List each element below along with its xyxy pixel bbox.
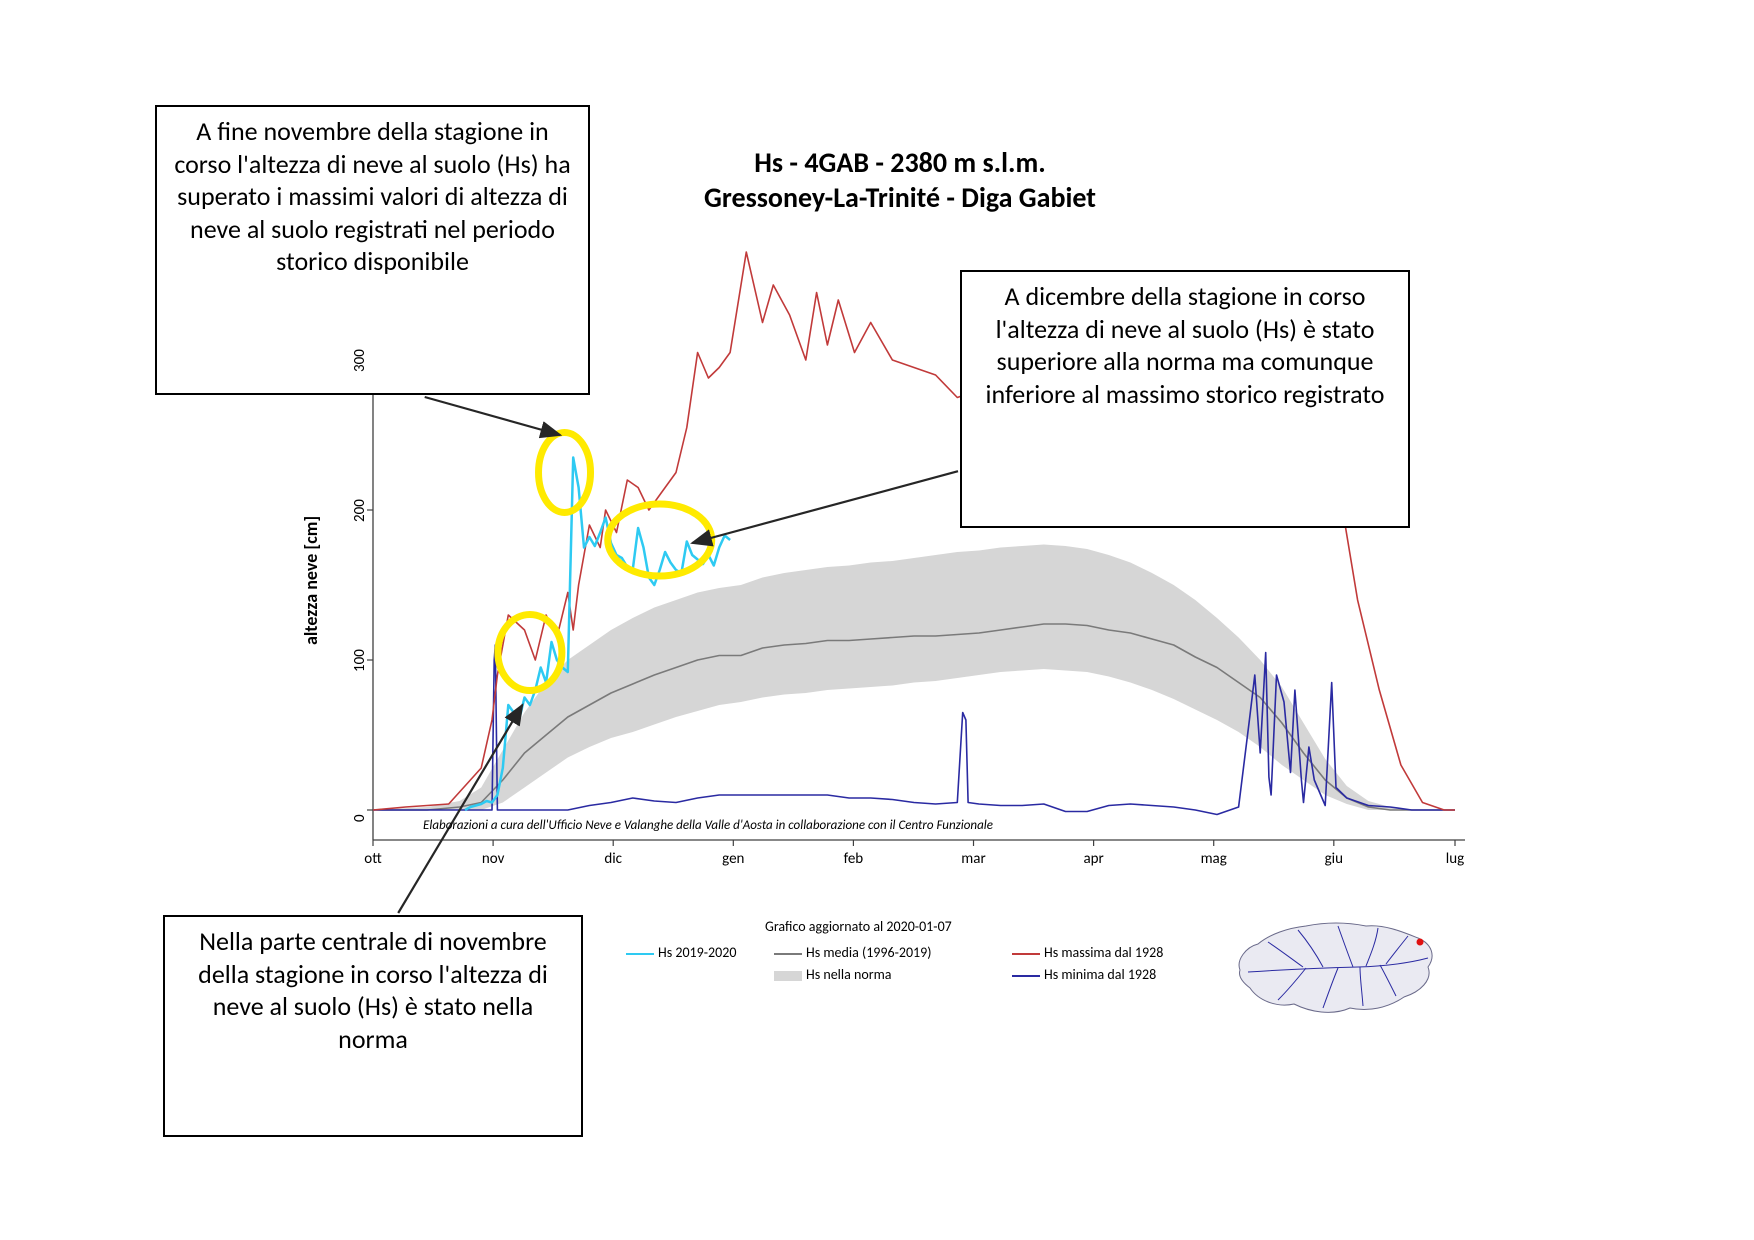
legend-swatch (1012, 975, 1040, 977)
x-tick-label: ott (353, 850, 393, 868)
x-tick-label: mag (1194, 850, 1234, 868)
inset-map (1228, 912, 1438, 1022)
callout-arrow (692, 471, 958, 543)
legend-swatch (626, 953, 654, 955)
x-tick-label: giu (1314, 850, 1354, 868)
callout-top-left: A fine novembre della stagione in corso … (155, 105, 590, 395)
legend-item: Hs massima dal 1928 (1012, 944, 1163, 961)
x-tick-label: gen (713, 850, 753, 868)
callout-bottom: Nella parte centrale di novembre della s… (163, 915, 583, 1137)
x-tick-label: apr (1074, 850, 1114, 868)
highlight-ellipse (608, 504, 712, 576)
legend-label: Hs 2019-2020 (658, 944, 736, 961)
chart-credit: Elaborazioni a cura dell'Ufficio Neve e … (423, 818, 993, 833)
x-tick-label: dic (593, 850, 633, 868)
y-tick-label: 0 (351, 814, 369, 822)
legend-label: Hs nella norma (806, 966, 892, 983)
legend-label: Hs media (1996-2019) (806, 944, 932, 961)
legend-title: Grafico aggiornato al 2020-01-07 (765, 918, 952, 935)
y-tick-label: 100 (351, 649, 369, 672)
callout-top-left-text: A fine novembre della stagione in corso … (174, 115, 570, 277)
legend-swatch (1012, 953, 1040, 955)
callout-top-right: A dicembre della stagione in corso l'alt… (960, 270, 1410, 528)
x-tick-label: nov (473, 850, 513, 868)
legend-item: Hs media (1996-2019) (774, 944, 932, 961)
callout-top-right-text: A dicembre della stagione in corso l'alt… (986, 280, 1385, 410)
legend-item: Hs nella norma (774, 966, 892, 983)
legend-swatch (774, 953, 802, 955)
highlight-ellipse (539, 433, 591, 513)
legend-item: Hs minima dal 1928 (1012, 966, 1156, 983)
inset-station-marker (1417, 939, 1424, 946)
legend-label: Hs massima dal 1928 (1044, 944, 1163, 961)
y-tick-label: 200 (351, 499, 369, 522)
legend-item: Hs 2019-2020 (626, 944, 736, 961)
series-band (373, 545, 1455, 811)
legend-swatch (774, 971, 802, 981)
x-tick-label: feb (833, 850, 873, 868)
callout-bottom-text: Nella parte centrale di novembre della s… (198, 925, 548, 1055)
y-tick-label: 300 (351, 349, 369, 372)
highlight-ellipse (498, 615, 562, 691)
x-tick-label: mar (954, 850, 994, 868)
x-tick-label: lug (1435, 850, 1475, 868)
legend-label: Hs minima dal 1928 (1044, 966, 1156, 983)
callout-arrow (425, 397, 560, 435)
